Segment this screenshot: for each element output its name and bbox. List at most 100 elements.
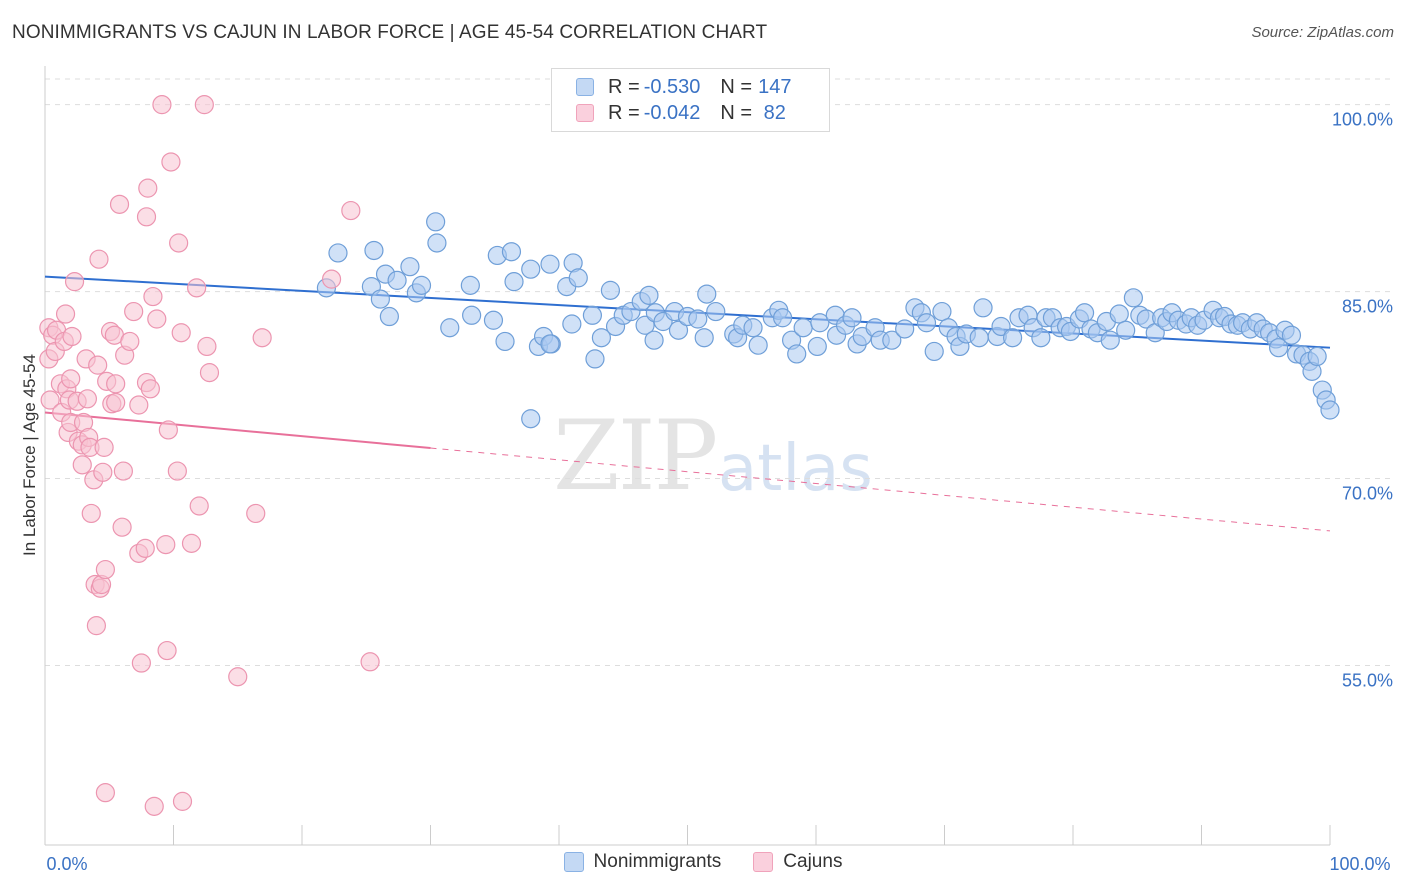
data-point	[591, 328, 612, 348]
series-cajuns	[39, 95, 380, 816]
chart-title: NONIMMIGRANTS VS CAJUN IN LABOR FORCE | …	[12, 22, 768, 43]
data-point	[411, 275, 432, 295]
data-point	[483, 310, 504, 330]
data-point	[807, 336, 827, 357]
data-point	[156, 535, 176, 555]
data-point	[668, 320, 689, 340]
data-point	[772, 308, 793, 328]
legend-r-value: -0.042	[643, 101, 701, 124]
data-point	[973, 298, 993, 318]
data-point	[568, 268, 588, 288]
y-tick-label: 70.0%	[1342, 484, 1393, 504]
data-point	[1003, 328, 1023, 348]
watermark-atlas: atlas	[718, 432, 873, 506]
data-point	[252, 328, 272, 348]
data-point	[81, 503, 101, 524]
data-point	[694, 328, 714, 348]
data-point	[1116, 320, 1136, 340]
data-point	[460, 275, 480, 295]
data-point	[1109, 304, 1129, 324]
legend-row-cajuns: R = -0.042 N = 82	[576, 100, 786, 126]
y-axis-label: In Labor Force | Age 45-54	[20, 354, 39, 556]
data-point	[1268, 338, 1289, 358]
data-point	[158, 420, 178, 440]
data-point	[562, 314, 582, 334]
data-point	[697, 284, 717, 304]
data-point	[88, 355, 108, 375]
legend-r-label: R =	[608, 101, 640, 124]
data-point	[140, 379, 160, 399]
data-point	[1031, 328, 1051, 348]
data-point	[521, 409, 541, 429]
data-point	[379, 306, 399, 327]
data-point	[341, 200, 361, 221]
data-point	[157, 640, 177, 661]
data-point	[370, 289, 390, 309]
legend-swatch-pink	[753, 852, 774, 872]
data-point	[147, 309, 167, 329]
data-point	[40, 390, 60, 410]
data-point	[427, 233, 447, 253]
data-point	[400, 257, 420, 277]
data-points	[39, 95, 1340, 816]
data-point	[521, 259, 541, 279]
series-nonimmigrants	[316, 212, 1340, 429]
data-point	[600, 280, 621, 300]
legend-item-cajuns: Cajuns	[753, 851, 842, 873]
data-point	[495, 331, 515, 352]
data-point	[93, 462, 113, 482]
data-point	[810, 313, 830, 333]
data-point	[64, 272, 85, 292]
data-point	[136, 207, 157, 227]
data-point	[462, 305, 482, 325]
data-point	[540, 254, 560, 274]
data-point	[882, 330, 902, 350]
watermark-zip: ZIP	[553, 400, 718, 512]
trend-line-extension	[430, 447, 1331, 532]
data-point	[62, 326, 82, 347]
data-point	[152, 95, 172, 115]
series-legend: Nonimmigrants Cajuns	[0, 851, 1406, 873]
data-point	[181, 533, 202, 553]
data-point	[328, 243, 348, 263]
data-point	[501, 242, 522, 262]
data-point	[171, 323, 191, 343]
legend-n-value: 147	[758, 75, 792, 98]
data-point	[1123, 288, 1143, 308]
y-tick-label: 100.0%	[1332, 110, 1393, 130]
data-point	[72, 455, 92, 475]
data-point	[106, 374, 126, 394]
data-point	[169, 233, 189, 253]
data-point	[932, 301, 952, 322]
data-point	[194, 95, 214, 115]
y-tick-label: 85.0%	[1342, 297, 1393, 317]
data-point	[895, 319, 915, 339]
data-point	[635, 315, 655, 335]
legend-n-label: N =	[720, 75, 753, 98]
data-point	[61, 369, 81, 389]
legend-r-label: R =	[608, 75, 640, 98]
data-point	[228, 667, 248, 687]
data-point	[112, 517, 132, 537]
data-point	[109, 194, 130, 214]
data-point	[95, 559, 115, 580]
data-point	[94, 437, 114, 457]
data-point	[167, 461, 187, 481]
data-point	[969, 328, 989, 348]
data-point	[1100, 330, 1120, 350]
data-point	[585, 349, 605, 369]
data-point	[688, 309, 708, 329]
data-point	[246, 503, 266, 524]
x-tick-label: 0.0%	[46, 854, 87, 874]
legend-swatch-pink	[576, 104, 594, 122]
data-point	[89, 249, 109, 269]
data-point	[360, 652, 380, 672]
data-point	[706, 301, 726, 322]
data-point	[129, 395, 149, 415]
data-point	[95, 783, 115, 803]
data-point	[787, 344, 807, 364]
legend-n-label: N =	[720, 101, 753, 124]
legend-n-value: 82	[758, 101, 786, 124]
legend-label-nonimmigrants: Nonimmigrants	[593, 851, 722, 872]
